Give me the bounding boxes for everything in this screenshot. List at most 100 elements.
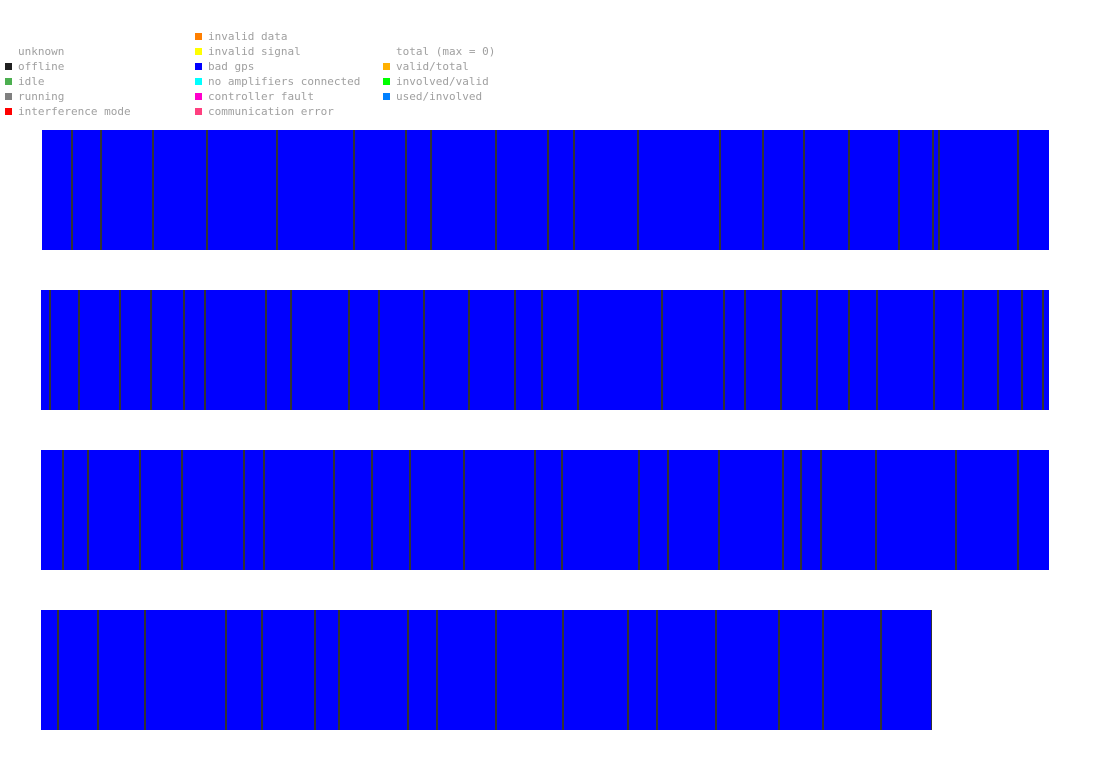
strip-separator — [423, 290, 425, 410]
strip-svg — [41, 290, 1049, 410]
strip-separator — [276, 130, 278, 250]
strip-separator — [931, 610, 932, 730]
strip-separator — [962, 290, 964, 410]
strip-separator — [495, 130, 497, 250]
legend-label: offline — [18, 60, 65, 73]
legend-label: invalid data — [208, 30, 288, 43]
strip-separator — [263, 450, 265, 570]
strip-separator — [62, 450, 64, 570]
strip-separator — [183, 290, 185, 410]
legend-swatch — [5, 78, 12, 85]
legend-item-invalid-data: invalid data — [195, 29, 360, 44]
legend-label: used/involved — [396, 90, 483, 103]
strip-separator — [880, 610, 882, 730]
strip-separator — [78, 290, 80, 410]
legend-swatch — [383, 93, 390, 100]
strip-separator — [152, 130, 154, 250]
legend-swatch — [195, 108, 202, 115]
strip-separator — [407, 610, 409, 730]
strip-separator — [71, 130, 73, 250]
legend-swatch — [195, 33, 202, 40]
legend-errors-column: invalid data invalid signal bad gps no a… — [195, 29, 360, 119]
legend-swatch — [383, 48, 390, 55]
strip-separator — [955, 450, 957, 570]
strip-separator — [780, 290, 782, 410]
legend-item-offline: offline — [5, 59, 131, 74]
strip-separator — [371, 450, 373, 570]
status-strip-1 — [42, 130, 1049, 250]
strip-separator — [933, 290, 935, 410]
strip-separator — [875, 450, 877, 570]
legend-item-no-amplifiers-connected: no amplifiers connected — [195, 74, 360, 89]
strip-separator — [348, 290, 350, 410]
strip-fill — [41, 610, 932, 730]
legend-label: no amplifiers connected — [208, 75, 361, 88]
legend-swatch — [5, 108, 12, 115]
strip-separator — [898, 130, 900, 250]
strip-separator — [715, 610, 717, 730]
strip-separator — [534, 450, 536, 570]
strip-separator — [181, 450, 183, 570]
strip-separator — [656, 610, 658, 730]
legend-swatch — [195, 48, 202, 55]
strip-separator — [820, 450, 822, 570]
legend-label: interference mode — [18, 105, 131, 118]
legend-swatch — [383, 63, 390, 70]
strip-separator — [338, 610, 340, 730]
strip-separator — [719, 130, 721, 250]
legend-swatch — [195, 93, 202, 100]
strip-separator — [100, 130, 102, 250]
legend-item-running: running — [5, 89, 131, 104]
strip-separator — [225, 610, 227, 730]
strip-separator — [409, 450, 411, 570]
legend-label: bad gps — [208, 60, 255, 73]
strip-separator — [848, 130, 850, 250]
strip-separator — [290, 290, 292, 410]
status-strip-2 — [41, 290, 1049, 410]
strip-separator — [627, 610, 629, 730]
strip-separator — [206, 130, 208, 250]
status-strip-4 — [41, 610, 932, 730]
legend-label: invalid signal — [208, 45, 301, 58]
strip-separator — [667, 450, 669, 570]
strip-fill — [41, 290, 1049, 410]
strip-separator — [333, 450, 335, 570]
strip-separator — [1021, 290, 1023, 410]
strip-separator — [378, 290, 380, 410]
legend-item-controller-fault: controller fault — [195, 89, 360, 104]
legend-item-invalid-signal: invalid signal — [195, 44, 360, 59]
legend-label: total (max = 0) — [396, 45, 496, 58]
legend-label: involved/valid — [396, 75, 489, 88]
strip-separator — [468, 290, 470, 410]
legend-label: controller fault — [208, 90, 314, 103]
strip-separator — [661, 290, 663, 410]
legend-label: idle — [18, 75, 45, 88]
strip-separator — [577, 290, 579, 410]
legend-swatch — [195, 78, 202, 85]
strip-svg — [41, 450, 1049, 570]
strip-separator — [57, 610, 59, 730]
strip-separator — [803, 130, 805, 250]
strip-separator — [97, 610, 99, 730]
legend-item-total: total (max = 0) — [383, 44, 495, 59]
strip-separator — [723, 290, 725, 410]
strip-separator — [1017, 130, 1019, 250]
legend-status-column: unknown offline idle running interferenc… — [5, 44, 131, 119]
strip-separator — [876, 290, 878, 410]
strip-separator — [353, 130, 355, 250]
strip-svg — [41, 610, 932, 730]
strip-fill — [41, 450, 1049, 570]
strip-separator — [816, 290, 818, 410]
legend-swatch — [383, 78, 390, 85]
legend-item-interference-mode: interference mode — [5, 104, 131, 119]
strip-separator — [1042, 290, 1044, 410]
legend-item-bad-gps: bad gps — [195, 59, 360, 74]
strip-separator — [514, 290, 516, 410]
strip-separator — [762, 130, 764, 250]
strip-separator — [150, 290, 152, 410]
strip-separator — [638, 450, 640, 570]
strip-separator — [637, 130, 639, 250]
strip-separator — [204, 290, 206, 410]
strip-separator — [938, 130, 940, 250]
strip-separator — [718, 450, 720, 570]
